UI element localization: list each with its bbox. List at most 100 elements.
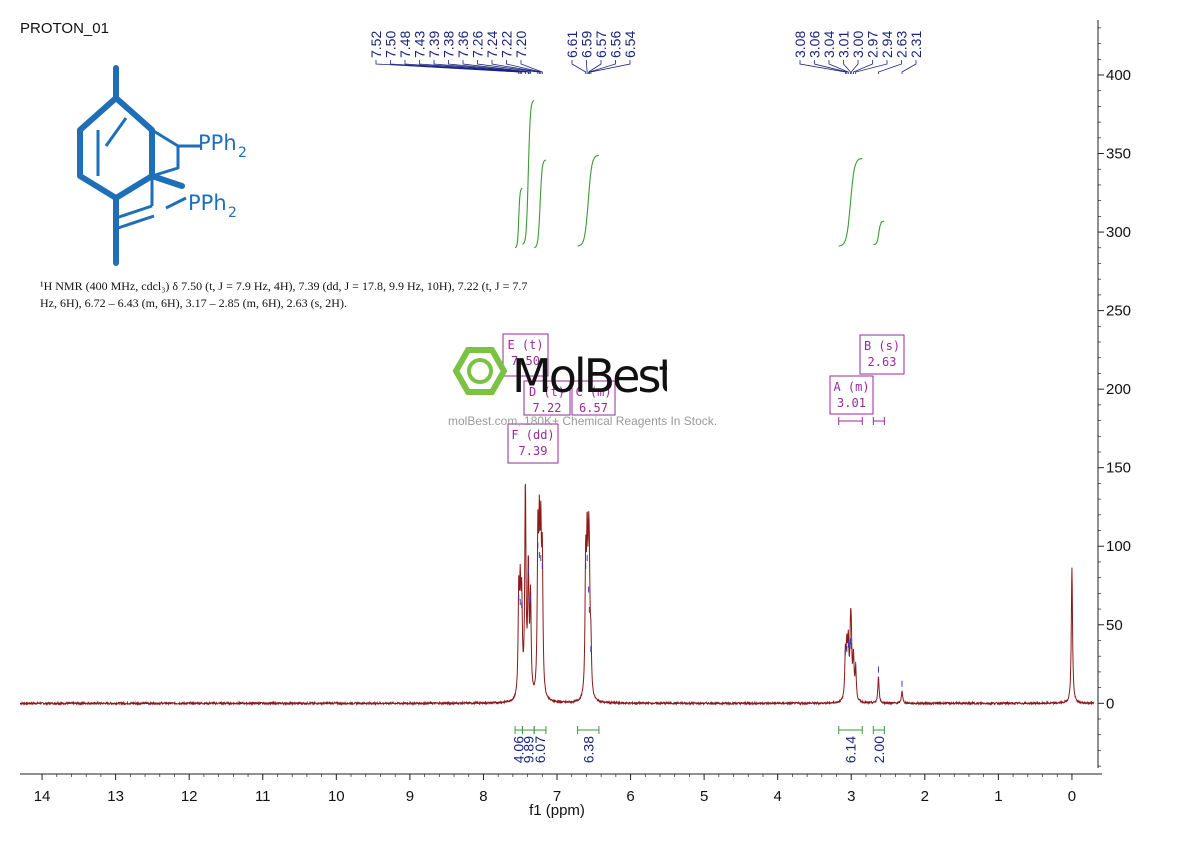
multiplet-box xyxy=(859,334,905,375)
x-tick-label: 1 xyxy=(994,788,1002,805)
peak-label-aliphatic: 3.00 xyxy=(850,31,866,58)
multiplet-box xyxy=(571,380,616,416)
nmr-description-line-2: Hz, 6H), 6.72 – 6.43 (m, 6H), 3.17 – 2.8… xyxy=(40,296,347,310)
peak-label-aromatic: 7.26 xyxy=(470,31,486,58)
multiplet-label: A (m) xyxy=(833,380,869,394)
multiplet-value: 7.22 xyxy=(533,401,562,415)
peak-label-vinyl: 6.61 xyxy=(564,31,580,58)
peak-label-aliphatic: 3.04 xyxy=(821,31,837,58)
molbest-brand: MolBest xyxy=(512,349,667,402)
x-tick-label: 2 xyxy=(921,788,929,805)
multiplet-value: 7.39 xyxy=(519,444,548,458)
multiplet-value: 2.63 xyxy=(868,355,897,369)
integration-brackets: 4.069.896.07 6.38 6.14 2.00 xyxy=(511,726,887,763)
peak-label-connector xyxy=(855,60,888,74)
x-tick-label: 14 xyxy=(34,788,51,805)
peak-label-connector xyxy=(843,60,851,74)
peak-label-vinyl: 6.54 xyxy=(622,31,638,58)
multiplet-value: 6.57 xyxy=(579,401,608,415)
y-tick-label: 250 xyxy=(1106,303,1131,320)
peak-label-aromatic: 7.43 xyxy=(412,31,428,58)
peak-label-aromatic: 7.38 xyxy=(441,31,457,58)
y-tick-label: 350 xyxy=(1106,146,1131,163)
integral-curve xyxy=(838,157,863,247)
peak-label-connector xyxy=(433,60,529,74)
peak-label-aromatic: 7.50 xyxy=(383,31,399,58)
pph2-top-label: PPh xyxy=(198,131,237,155)
peak-label-connector xyxy=(850,60,859,74)
peak-label-connector xyxy=(520,60,543,74)
x-tick-label: 4 xyxy=(774,788,782,805)
x-tick-label: 7 xyxy=(553,788,561,805)
y-tick-label: 200 xyxy=(1106,381,1131,398)
peak-label-connector xyxy=(448,60,530,74)
peak-label-connector xyxy=(477,60,539,74)
peak-label-connector xyxy=(590,60,631,74)
x-tick-label: 11 xyxy=(255,788,271,805)
multiplet-label: D (t) xyxy=(529,385,565,399)
integration-value: 6.07 xyxy=(532,736,548,763)
integral-curve xyxy=(577,154,599,247)
peak-label-aliphatic: 2.97 xyxy=(865,31,881,58)
molbest-tagline: molBest.com, 180K+ Chemical Reagents In … xyxy=(448,414,718,428)
peak-label-vinyl: 6.59 xyxy=(579,31,595,58)
y-tick-label: 400 xyxy=(1106,67,1131,84)
integration-value: 9.89 xyxy=(520,736,536,763)
x-tick-label: 6 xyxy=(626,788,634,805)
multiplet-label: B (s) xyxy=(864,339,900,353)
pph2-bottom-subscript: 2 xyxy=(228,205,237,221)
peak-labels: 7.527.507.487.437.397.387.367.267.247.22… xyxy=(368,31,924,74)
integral-curve xyxy=(533,159,547,249)
peak-label-connector xyxy=(491,60,540,74)
peak-label-connector xyxy=(390,60,521,74)
peak-label-connector xyxy=(586,60,588,74)
multiplet-value: 3.01 xyxy=(837,396,866,410)
multiplet-label: C (m) xyxy=(575,385,611,399)
multiplet-box xyxy=(523,380,571,416)
peak-label-connector xyxy=(901,60,917,74)
peak-label-aromatic: 7.52 xyxy=(368,31,384,58)
y-tick-label: 0 xyxy=(1106,695,1114,712)
x-tick-label: 8 xyxy=(479,788,487,805)
spectrum-layer xyxy=(19,483,1095,707)
integration-value: 6.14 xyxy=(843,736,859,763)
peak-label-connector xyxy=(506,60,542,74)
axes: 14 13 12 11 10 9 8 7 6 5 4 3 2 1 0f1 (ppm)050100150200… xyxy=(20,20,1131,819)
spectrum-title: PROTON_01 xyxy=(20,20,109,37)
x-tick-label: 13 xyxy=(107,788,124,805)
peak-label-connector xyxy=(878,60,902,74)
y-tick-label: 50 xyxy=(1106,617,1123,634)
peak-label-aromatic: 7.20 xyxy=(513,31,529,58)
spectrum-trace xyxy=(19,483,1095,707)
peak-label-aliphatic: 2.94 xyxy=(879,31,895,58)
multiplet-label: E (t) xyxy=(507,338,543,352)
multiplet-label: F (dd) xyxy=(511,428,554,442)
peak-label-vinyl: 6.57 xyxy=(593,31,609,58)
peak-label-connector xyxy=(462,60,531,74)
peak-label-aromatic: 7.39 xyxy=(426,31,442,58)
molbest-logo: MolBest xyxy=(452,347,667,402)
x-tick-label: 3 xyxy=(847,788,855,805)
peak-label-connector xyxy=(375,60,520,74)
peak-label-connector xyxy=(571,60,587,74)
pph2-bottom-label: PPh xyxy=(188,191,227,215)
y-tick-label: 100 xyxy=(1106,538,1131,555)
y-tick-label: 300 xyxy=(1106,224,1131,241)
integration-value: 2.00 xyxy=(871,736,887,763)
multiplet-box xyxy=(502,333,549,377)
nmr-description-line-1: ¹H NMR (400 MHz, cdcl₃) δ 7.50 (t, J = 7… xyxy=(40,279,528,293)
peak-label-aromatic: 7.36 xyxy=(455,31,471,58)
pph2-top-subscript: 2 xyxy=(238,145,247,161)
peak-label-connector xyxy=(814,60,848,74)
multiplet-box xyxy=(507,423,559,464)
peak-label-connector xyxy=(588,60,602,74)
peak-label-aromatic: 7.48 xyxy=(397,31,413,58)
integration-value: 6.38 xyxy=(580,736,596,763)
peak-label-connector xyxy=(828,60,849,74)
x-tick-label: 10 xyxy=(328,788,345,805)
peak-label-connector xyxy=(419,60,526,74)
peak-label-connector xyxy=(799,60,846,74)
peak-label-aliphatic: 2.31 xyxy=(908,31,924,58)
